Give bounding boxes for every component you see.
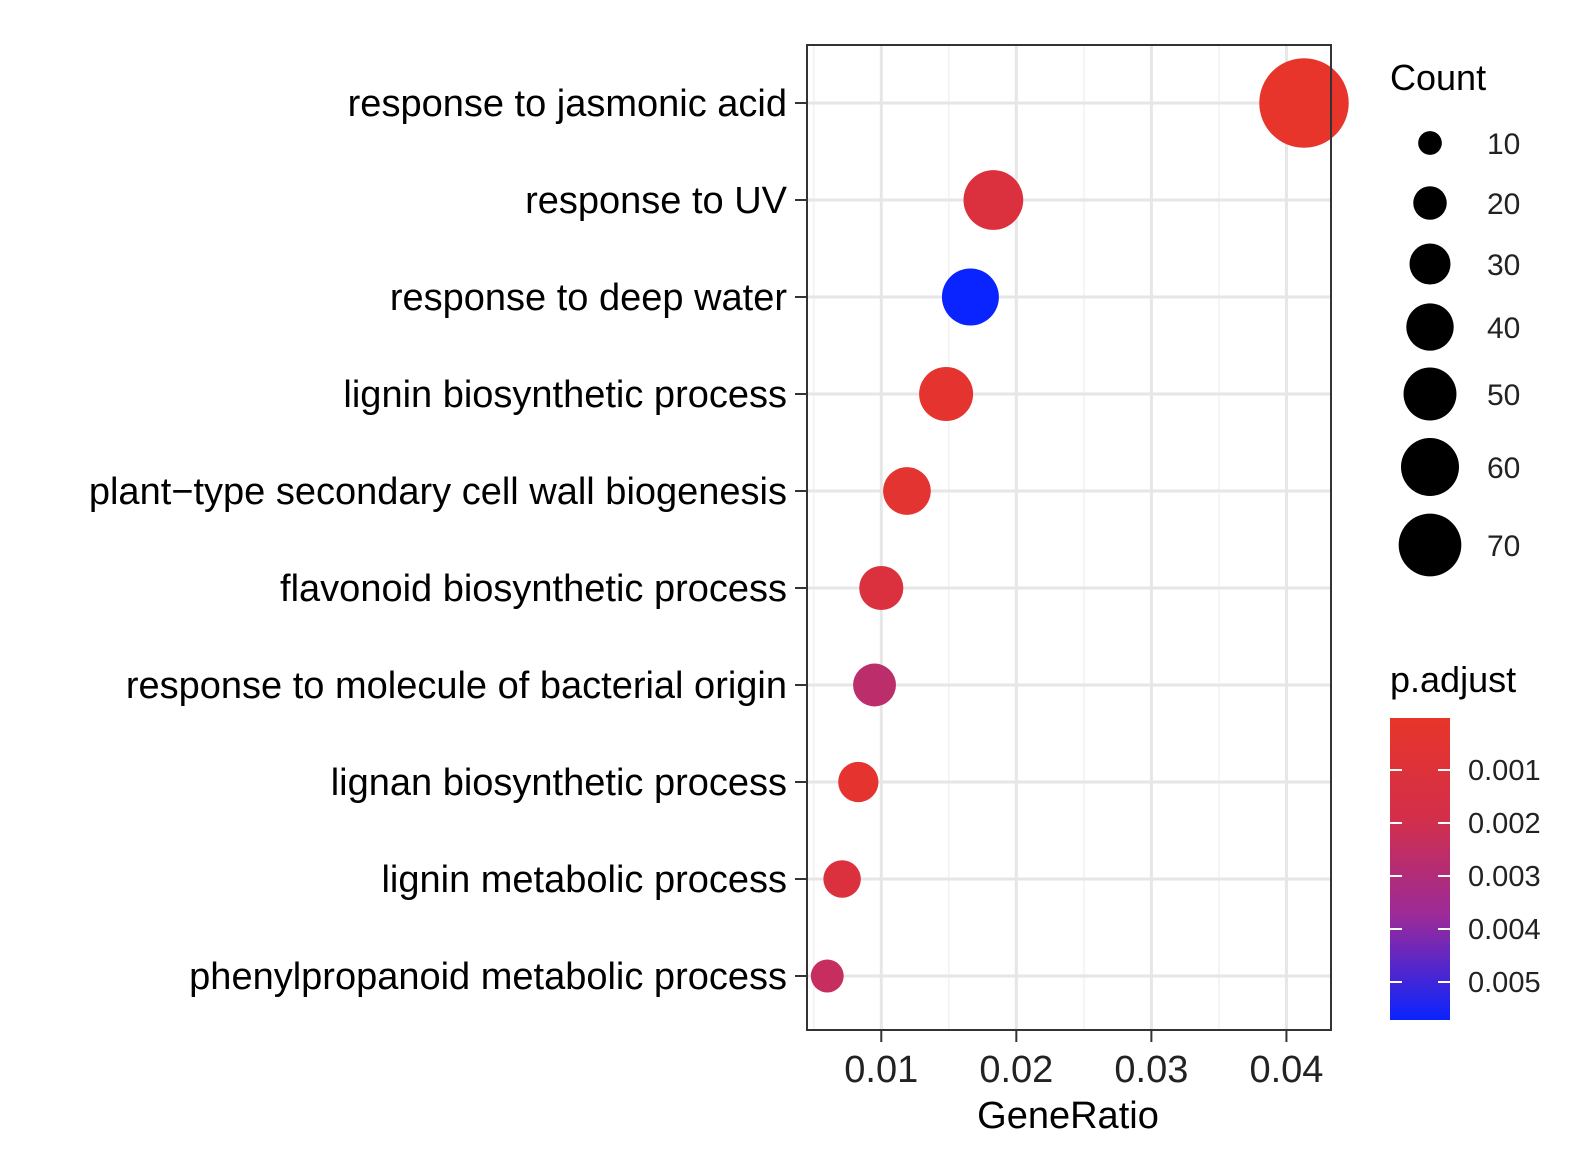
count-legend-label: 20 [1487, 188, 1520, 221]
data-point [941, 268, 999, 326]
count-legend-key [1413, 186, 1447, 220]
y-axis-labels: response to jasmonic acid response to UV r… [89, 83, 807, 998]
x-tick-label: 0.03 [1114, 1049, 1188, 1091]
p-adjust-legend-title: p.adjust [1390, 659, 1516, 700]
x-axis-title: GeneRatio [977, 1095, 1159, 1137]
x-tick-label: 0.04 [1249, 1049, 1323, 1091]
y-tick-label: lignin biosynthetic process [343, 374, 787, 416]
plot-panel [806, 44, 1349, 1031]
y-tick-label: lignin metabolic process [381, 859, 787, 901]
count-legend-key [1400, 437, 1460, 497]
y-tick-label: lignan biosynthetic process [331, 762, 787, 804]
count-legend-key [1409, 243, 1451, 285]
x-tick-label: 0.02 [979, 1049, 1053, 1091]
panel-border [806, 44, 1332, 1031]
y-tick-label: response to molecule of bacterial origin [126, 665, 787, 707]
x-axis: 0.01 0.02 0.03 0.04 [844, 1030, 1323, 1091]
colorbar-label: 0.003 [1468, 861, 1541, 893]
x-tick-label: 0.01 [844, 1049, 918, 1091]
data-point [963, 170, 1024, 230]
count-legend-label: 70 [1487, 530, 1520, 563]
count-legend-key [1403, 367, 1457, 421]
colorbar-label: 0.001 [1468, 755, 1541, 787]
count-legend-label: 10 [1487, 128, 1520, 161]
y-tick-label: response to jasmonic acid [348, 83, 787, 125]
count-legend-key [1418, 131, 1442, 155]
colorbar-label: 0.004 [1468, 914, 1541, 946]
count-legend-label: 60 [1487, 452, 1520, 485]
count-legend: Count 10 20 30 40 50 60 70 [1390, 57, 1520, 577]
data-point [919, 366, 974, 422]
data-point [810, 959, 844, 993]
data-point [838, 761, 879, 803]
y-tick-label: phenylpropanoid metabolic process [189, 956, 787, 998]
data-point [823, 860, 861, 898]
data-point [1259, 58, 1349, 148]
y-tick-label: response to UV [525, 180, 788, 222]
count-legend-key [1406, 303, 1454, 351]
y-tick-label: flavonoid biosynthetic process [280, 568, 787, 610]
colorbar-label: 0.002 [1468, 808, 1541, 840]
count-legend-label: 50 [1487, 379, 1520, 412]
count-legend-label: 40 [1487, 312, 1520, 345]
p-adjust-legend: p.adjust 0.001 0.002 0.003 0.004 0.005 [1390, 659, 1541, 1020]
colorbar-label: 0.005 [1468, 967, 1541, 999]
count-legend-title: Count [1390, 57, 1486, 98]
data-point [859, 565, 904, 611]
p-adjust-colorbar [1390, 718, 1450, 1020]
y-tick-label: response to deep water [390, 277, 787, 319]
count-legend-label: 30 [1487, 249, 1520, 282]
data-point [853, 663, 896, 707]
count-legend-key [1398, 513, 1462, 577]
data-point [883, 467, 931, 515]
y-tick-label: plant−type secondary cell wall biogenesi… [89, 471, 787, 513]
